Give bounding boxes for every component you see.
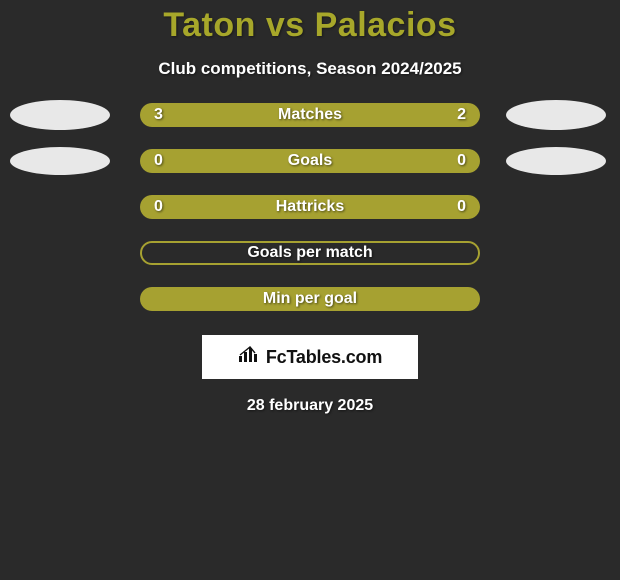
footer-date: 28 february 2025: [247, 397, 373, 415]
stat-pill: 0 Goals 0: [140, 149, 480, 173]
stat-pill: Goals per match: [140, 241, 480, 265]
stat-label: Hattricks: [276, 198, 344, 216]
stat-value-right: 0: [457, 198, 466, 216]
stat-label: Min per goal: [263, 290, 357, 308]
page-subtitle: Club competitions, Season 2024/2025: [158, 59, 461, 79]
stat-label: Goals per match: [247, 244, 372, 262]
stat-row-min-per-goal: Min per goal: [0, 287, 620, 311]
avatar-left: [10, 100, 110, 130]
stat-pill: 0 Hattricks 0: [140, 195, 480, 219]
stat-pill: Min per goal: [140, 287, 480, 311]
stat-value-left: 0: [154, 152, 163, 170]
avatar-right: [506, 100, 606, 130]
bar-chart-icon: [238, 346, 260, 369]
avatar-right: [506, 147, 606, 175]
stat-row-goals-per-match: Goals per match: [0, 241, 620, 265]
stat-value-right: 2: [457, 106, 466, 124]
stat-row-matches: 3 Matches 2: [0, 103, 620, 127]
brand-badge[interactable]: FcTables.com: [202, 335, 418, 379]
brand-text: FcTables.com: [266, 347, 382, 368]
stat-row-hattricks: 0 Hattricks 0: [0, 195, 620, 219]
stat-value-left: 0: [154, 198, 163, 216]
stats-block: 3 Matches 2 0 Goals 0 0 Hattricks 0: [0, 103, 620, 311]
stat-label: Goals: [288, 152, 332, 170]
stat-label: Matches: [278, 106, 342, 124]
stat-row-goals: 0 Goals 0: [0, 149, 620, 173]
page-title: Taton vs Palacios: [163, 6, 456, 45]
stat-pill: 3 Matches 2: [140, 103, 480, 127]
stat-value-left: 3: [154, 106, 163, 124]
avatar-left: [10, 147, 110, 175]
stat-value-right: 0: [457, 152, 466, 170]
card-container: Taton vs Palacios Club competitions, Sea…: [0, 0, 620, 415]
